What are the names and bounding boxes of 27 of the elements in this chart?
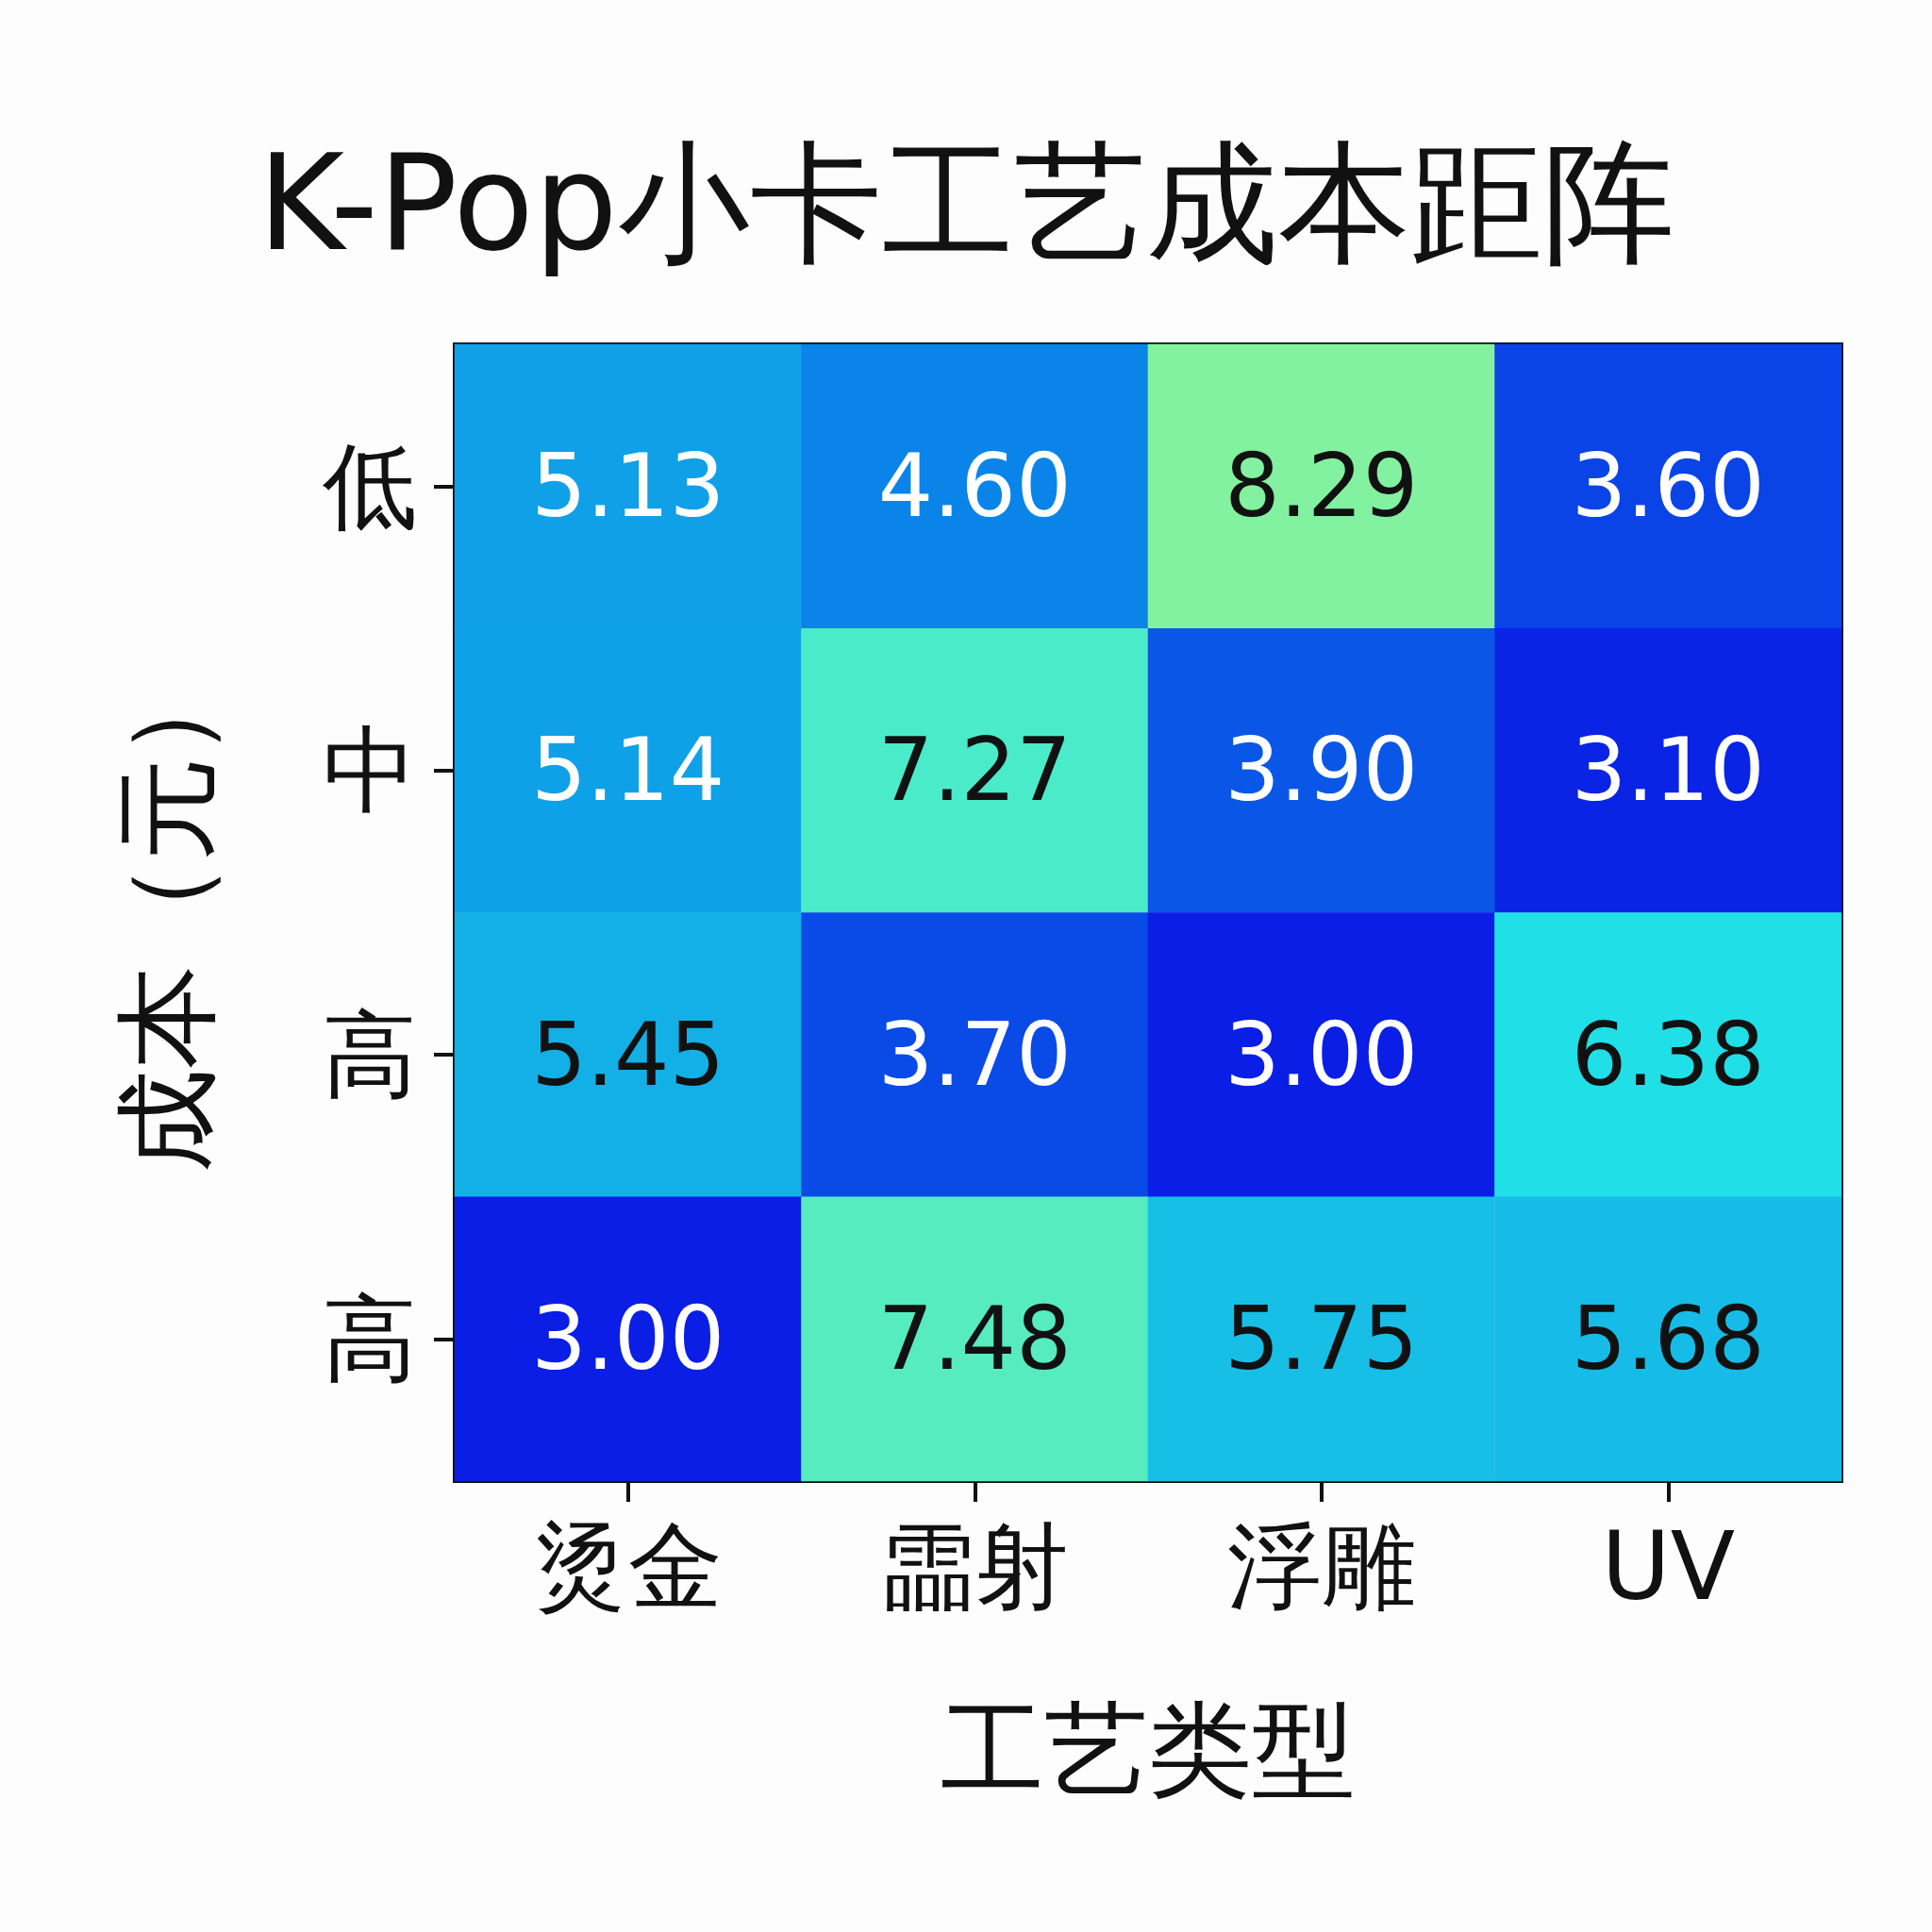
data-label: 5.45	[531, 1004, 725, 1106]
data-label: 3.00	[531, 1288, 725, 1390]
x-axis-title: 工艺类型	[941, 1690, 1356, 1810]
data-label: 5.68	[1571, 1288, 1765, 1390]
data-label: 7.48	[877, 1288, 1072, 1390]
x-tick-label: 烫金	[533, 1510, 723, 1622]
data-label: 3.10	[1571, 720, 1765, 822]
y-tick-label: 高	[323, 999, 417, 1110]
y-axis-title: 成本（元）	[107, 653, 227, 1173]
data-label: 7.27	[877, 720, 1072, 822]
chart-title: K-Pop小卡工艺成本距阵	[258, 125, 1674, 280]
data-label: 4.60	[877, 436, 1072, 538]
y-tick-label: 高	[323, 1283, 417, 1394]
data-label: 8.29	[1224, 436, 1419, 538]
y-tick-label: 中	[323, 715, 417, 826]
data-label: 5.13	[531, 436, 725, 538]
x-tick-label: 浮雕	[1226, 1510, 1416, 1622]
y-tick-label: 低	[323, 431, 417, 542]
x-tick-label: UV	[1601, 1510, 1736, 1622]
x-tick-label: 霝射	[880, 1510, 1070, 1622]
data-label: 3.00	[1224, 1004, 1419, 1106]
data-label: 3.90	[1224, 720, 1419, 822]
data-label: 5.14	[531, 720, 725, 822]
data-label: 5.75	[1224, 1288, 1419, 1390]
data-label: 3.60	[1571, 436, 1765, 538]
data-label: 3.70	[877, 1004, 1072, 1106]
data-label: 6.38	[1571, 1004, 1765, 1106]
